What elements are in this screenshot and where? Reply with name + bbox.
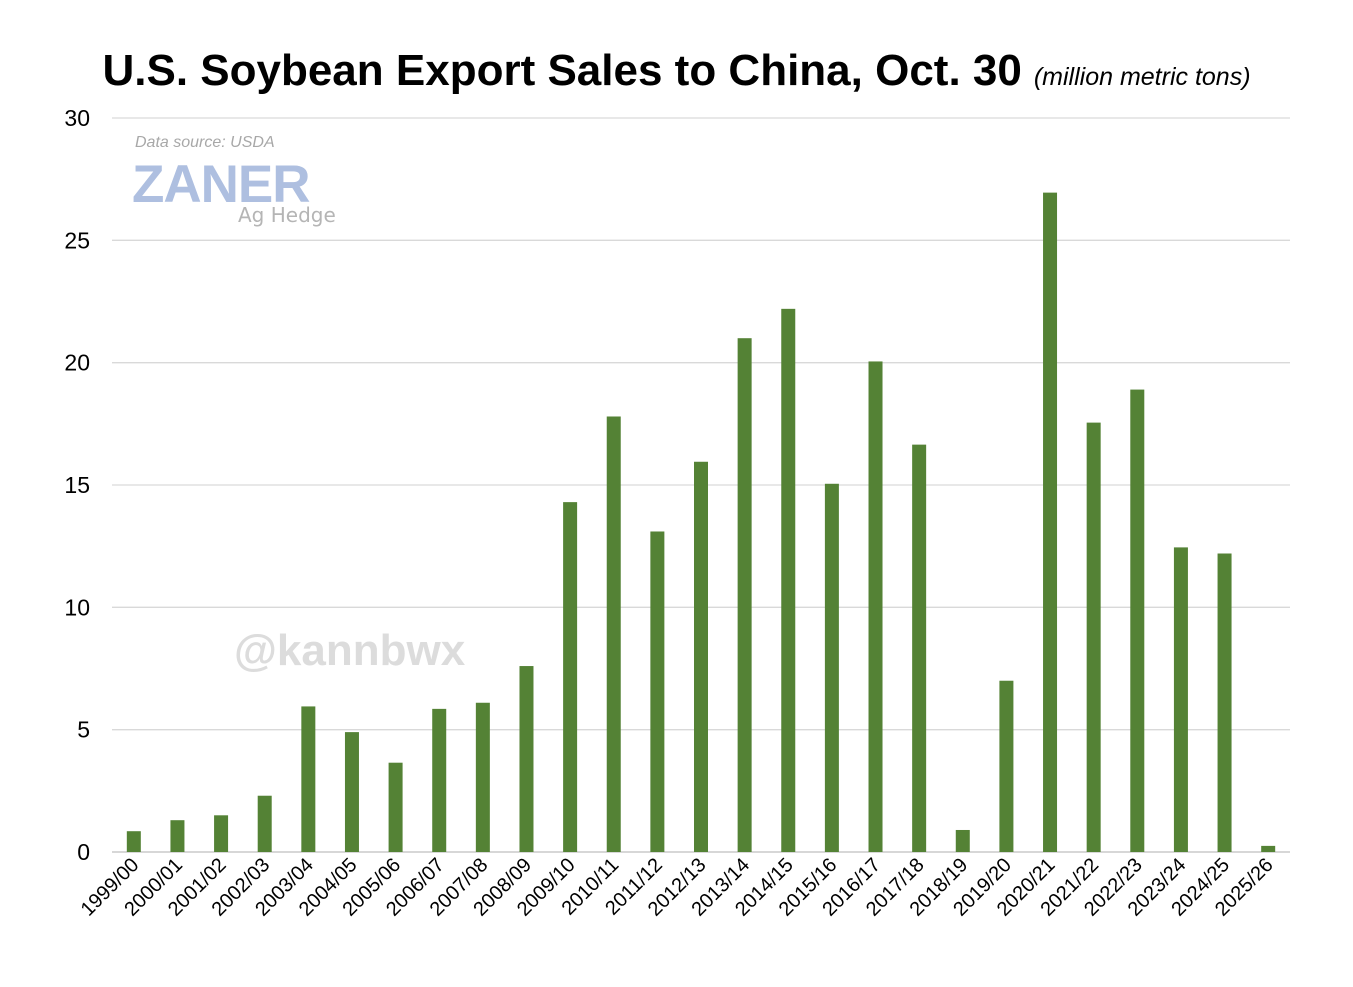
bar: [1261, 845, 1276, 852]
bars: [126, 192, 1276, 853]
bar: [1217, 553, 1232, 852]
bar: [694, 461, 708, 852]
author-handle-watermark: @kannbwx: [234, 626, 466, 675]
bar: [214, 815, 229, 852]
x-axis-ticks: 1999/002000/012001/022002/032003/042004/…: [77, 854, 1278, 921]
zaner-logo: ZANER Ag Hedge: [132, 157, 352, 232]
bar: [344, 732, 359, 852]
y-tick-label: 25: [64, 227, 90, 253]
bar: [737, 338, 752, 852]
bar: [868, 361, 883, 852]
chart-unit-label: (million metric tons): [1033, 63, 1251, 91]
bar: [388, 762, 403, 852]
y-axis-ticks: 0 5 10 15 20 25 30: [64, 105, 90, 865]
bar: [606, 416, 621, 852]
bar: [781, 308, 796, 853]
bar: [650, 531, 665, 852]
bar: [301, 706, 316, 852]
y-tick-label: 20: [64, 350, 90, 376]
y-tick-label: 5: [77, 717, 90, 743]
bar: [824, 483, 839, 852]
bar: [126, 831, 141, 852]
bar: [1130, 389, 1145, 852]
bar: [1086, 422, 1101, 852]
y-tick-label: 30: [64, 105, 90, 131]
logo-main-text: ZANER: [132, 155, 311, 214]
bar: [1173, 547, 1188, 852]
y-tick-label: 15: [64, 472, 90, 498]
bar: [912, 444, 927, 852]
bar: [955, 829, 970, 852]
logo-sub-text: Ag Hedge: [238, 203, 336, 227]
y-tick-label: 0: [77, 839, 90, 865]
chart-title-row: U.S. Soybean Export Sales to China, Oct.…: [0, 46, 1353, 96]
bar: [170, 820, 185, 852]
data-source-note: Data source: USDA: [135, 134, 275, 151]
bar: [563, 502, 578, 852]
bar: [257, 795, 272, 852]
bar: [519, 666, 534, 852]
bar: [999, 680, 1014, 852]
chart-title: U.S. Soybean Export Sales to China, Oct.…: [102, 46, 1022, 95]
bar: [475, 702, 490, 852]
y-tick-label: 10: [64, 594, 90, 620]
bar: [1043, 192, 1058, 852]
bar: [432, 708, 447, 852]
